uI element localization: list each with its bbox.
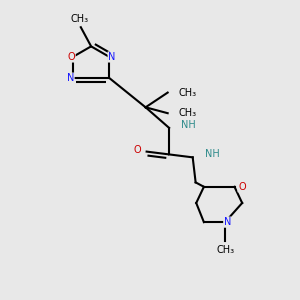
Text: N: N — [108, 52, 116, 62]
Text: N: N — [67, 73, 74, 83]
Text: CH₃: CH₃ — [70, 14, 88, 24]
Text: N: N — [224, 217, 231, 227]
Text: NH: NH — [181, 120, 196, 130]
Text: O: O — [134, 145, 141, 155]
Text: CH₃: CH₃ — [216, 245, 234, 255]
Text: O: O — [68, 52, 75, 62]
Text: O: O — [238, 182, 246, 192]
Text: NH: NH — [205, 149, 220, 159]
Text: CH₃: CH₃ — [179, 88, 197, 98]
Text: CH₃: CH₃ — [179, 108, 197, 118]
